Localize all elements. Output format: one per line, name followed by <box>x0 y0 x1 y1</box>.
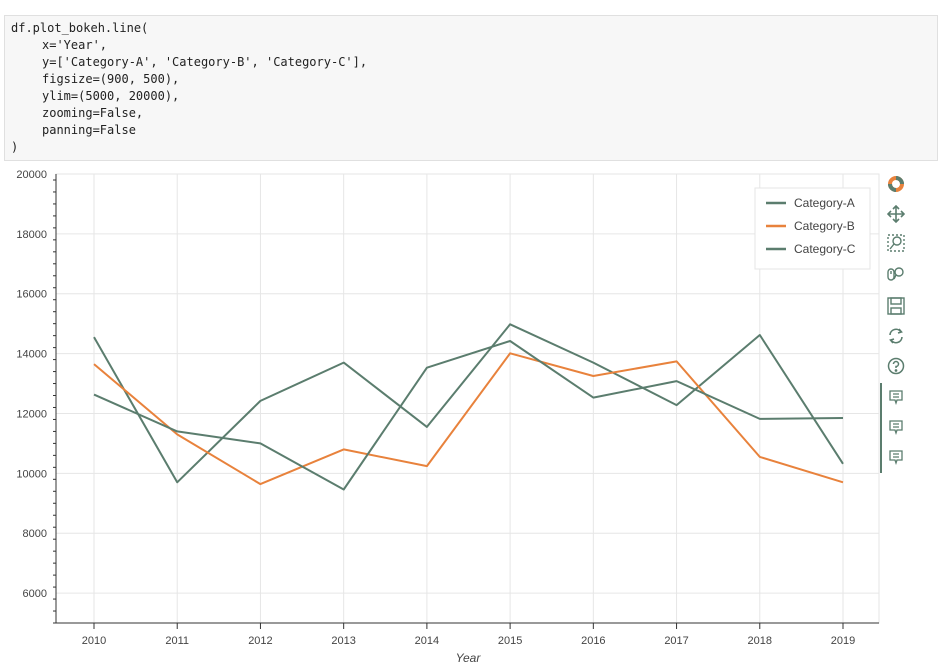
x-tick-label: 2016 <box>581 635 605 647</box>
y-tick-label: 10000 <box>16 468 47 480</box>
code-cell[interactable]: df.plot_bokeh.line( x='Year', y=['Category… <box>4 15 938 161</box>
reset-icon[interactable] <box>886 326 906 346</box>
y-tick-labels: 6000 8000 10000 12000 14000 16000 18000 20000 <box>16 169 47 600</box>
pan-icon[interactable] <box>886 204 906 224</box>
x-tick-label: 2018 <box>748 635 772 647</box>
bokeh-logo-icon[interactable] <box>886 174 906 194</box>
code-line: x='Year', <box>42 38 108 52</box>
plot-toolbar <box>882 170 910 480</box>
hover-icon[interactable] <box>886 447 906 467</box>
code-block: df.plot_bokeh.line( x='Year', y=['Category… <box>5 16 937 156</box>
grid-lines <box>56 173 879 623</box>
series-line-category-a <box>93 323 844 484</box>
save-icon[interactable] <box>886 296 906 316</box>
y-tick-label: 20000 <box>16 169 47 181</box>
code-line: ) <box>11 140 19 154</box>
series-line-category-c <box>93 340 844 491</box>
legend-label: Category-A <box>794 196 855 210</box>
box-zoom-icon[interactable] <box>886 233 906 253</box>
code-line: figsize=(900, 500), <box>42 72 180 86</box>
y-tick-label: 12000 <box>16 408 47 420</box>
y-tick-label: 14000 <box>16 349 47 361</box>
x-tick-label: 2012 <box>248 635 272 647</box>
y-tick-label: 16000 <box>16 289 47 301</box>
toolbar-active-indicator <box>880 383 882 473</box>
x-tick-label: 2011 <box>165 635 189 647</box>
legend-label: Category-B <box>794 219 855 233</box>
code-line: df.plot_bokeh.line( <box>11 21 149 35</box>
x-tick-label: 2014 <box>415 635 439 647</box>
x-tick-labels: 2010 2011 2012 2013 2014 2015 2016 2017 2018 2019 <box>82 635 855 647</box>
hover-icon[interactable] <box>886 387 906 407</box>
legend-label: Category-C <box>794 242 856 256</box>
code-line: zooming=False, <box>42 106 144 120</box>
x-tick-label: 2017 <box>664 635 688 647</box>
x-axis-label: Year <box>456 651 482 665</box>
code-line: panning=False <box>42 123 136 137</box>
y-tick-label: 8000 <box>23 528 47 540</box>
help-icon[interactable] <box>886 356 906 376</box>
line-chart[interactable]: 2010 2011 2012 2013 2014 2015 2016 2017 2018 2019… <box>0 162 880 669</box>
axes <box>53 174 879 629</box>
x-tick-label: 2019 <box>831 635 855 647</box>
legend[interactable]: Category-A Category-B Category-C <box>754 187 871 270</box>
wheel-zoom-icon[interactable] <box>886 264 906 284</box>
hover-icon[interactable] <box>886 417 906 437</box>
y-tick-label: 18000 <box>16 229 47 241</box>
x-tick-label: 2010 <box>82 635 106 647</box>
x-tick-label: 2015 <box>498 635 522 647</box>
y-tick-label: 6000 <box>23 588 47 600</box>
code-line: y=['Category-A', 'Category-B', 'Category… <box>42 55 368 69</box>
x-tick-label: 2013 <box>331 635 355 647</box>
series-line-category-b <box>93 352 844 486</box>
series-lines <box>93 323 844 491</box>
code-line: ylim=(5000, 20000), <box>42 89 180 103</box>
